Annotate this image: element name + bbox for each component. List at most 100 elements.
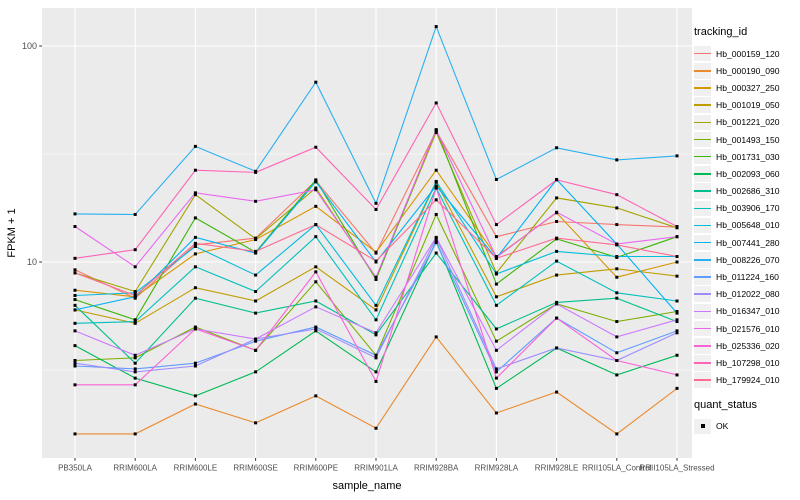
data-point <box>254 170 258 174</box>
data-point <box>374 356 378 360</box>
data-point <box>374 303 378 307</box>
quant-ok-label: OK <box>716 421 729 432</box>
legend-line-icon <box>694 70 711 72</box>
data-point <box>133 320 137 324</box>
legend-label: Hb_012022_080 <box>716 289 780 300</box>
data-point <box>193 241 197 245</box>
y-axis-title: FPKM + 1 <box>6 208 18 257</box>
data-point <box>615 373 619 377</box>
data-point <box>494 295 498 299</box>
quant-status-block: quant_status OK <box>694 399 798 435</box>
data-point <box>374 308 378 312</box>
legend-item-Hb_001493_150: Hb_001493_150 <box>694 131 798 148</box>
data-point <box>193 265 197 269</box>
data-point <box>314 223 318 227</box>
x-axis-title: sample_name <box>332 480 401 492</box>
data-point <box>494 327 498 331</box>
data-point <box>254 299 258 303</box>
data-point <box>494 339 498 343</box>
legend-key-swatch <box>694 252 711 268</box>
data-point <box>675 318 679 322</box>
legend-item-Hb_016347_010: Hb_016347_010 <box>694 303 798 320</box>
data-point <box>254 311 258 315</box>
legend-line-icon <box>694 173 711 175</box>
legend-key-swatch <box>694 320 711 337</box>
data-point <box>254 199 258 203</box>
data-point <box>314 145 318 149</box>
legend-key-swatch <box>694 303 711 320</box>
data-point <box>615 320 619 324</box>
data-point <box>73 358 77 362</box>
legend-item-Hb_005648_010: Hb_005648_010 <box>694 217 798 234</box>
data-point <box>434 239 438 243</box>
legend-line-icon <box>694 190 711 192</box>
data-point <box>434 168 438 172</box>
data-point <box>434 241 438 245</box>
legend-key-swatch <box>694 269 711 285</box>
x-tick-label: RRIM928BA <box>414 464 459 473</box>
data-point <box>675 274 679 278</box>
data-point <box>434 186 438 190</box>
data-point <box>133 318 137 322</box>
data-point <box>254 290 258 294</box>
legend-label: Hb_000327_250 <box>716 82 780 93</box>
data-point <box>434 251 438 255</box>
data-point <box>254 337 258 341</box>
legend-key-swatch <box>694 234 711 251</box>
legend-item-Hb_001221_020: Hb_001221_020 <box>694 114 798 131</box>
legend-item-Hb_007441_280: Hb_007441_280 <box>694 234 798 251</box>
data-point <box>314 178 318 182</box>
data-point <box>494 282 498 286</box>
data-point <box>374 426 378 430</box>
data-point <box>133 361 137 365</box>
data-point <box>193 191 197 195</box>
data-point <box>314 204 318 208</box>
data-point <box>73 256 77 260</box>
data-point <box>494 256 498 260</box>
data-point <box>73 293 77 297</box>
data-point <box>193 402 197 406</box>
legend-item-Hb_001731_030: Hb_001731_030 <box>694 148 798 165</box>
data-point <box>374 277 378 281</box>
data-point <box>314 394 318 398</box>
x-tick-label: RRIM928LE <box>535 464 579 473</box>
data-point <box>615 291 619 295</box>
data-point <box>615 275 619 279</box>
data-point <box>314 265 318 269</box>
data-point <box>555 273 559 277</box>
data-point <box>314 329 318 333</box>
data-point <box>73 288 77 292</box>
legend-title-quant-status: quant_status <box>694 398 757 411</box>
data-point <box>494 370 498 374</box>
data-point <box>555 178 559 182</box>
data-point <box>133 383 137 387</box>
data-point <box>675 299 679 303</box>
data-point <box>374 370 378 374</box>
legend-key-swatch <box>694 148 711 165</box>
legend-title-tracking-id: tracking_id <box>694 26 748 38</box>
legend-line-icon <box>694 224 711 227</box>
legend-line-icon <box>694 121 711 124</box>
data-point <box>434 335 438 339</box>
data-point <box>555 346 559 350</box>
x-tick-label: RRIM600PE <box>294 464 338 473</box>
data-point <box>73 303 77 307</box>
legend-item-Hb_179924_010: Hb_179924_010 <box>694 372 798 389</box>
data-point <box>193 327 197 331</box>
quant-ok-key <box>694 418 711 435</box>
legend-key-swatch <box>694 63 711 79</box>
y-tick-label: 100 <box>22 41 37 51</box>
y-tick-label: 10 <box>27 257 37 267</box>
data-point <box>193 325 197 329</box>
data-point <box>494 386 498 390</box>
data-point <box>314 180 318 184</box>
data-point <box>314 327 318 331</box>
legend-line-icon <box>694 52 711 55</box>
data-point <box>374 259 378 263</box>
legend-key-swatch <box>694 131 711 148</box>
data-point <box>314 299 318 303</box>
data-point <box>675 331 679 335</box>
data-point <box>555 196 559 200</box>
